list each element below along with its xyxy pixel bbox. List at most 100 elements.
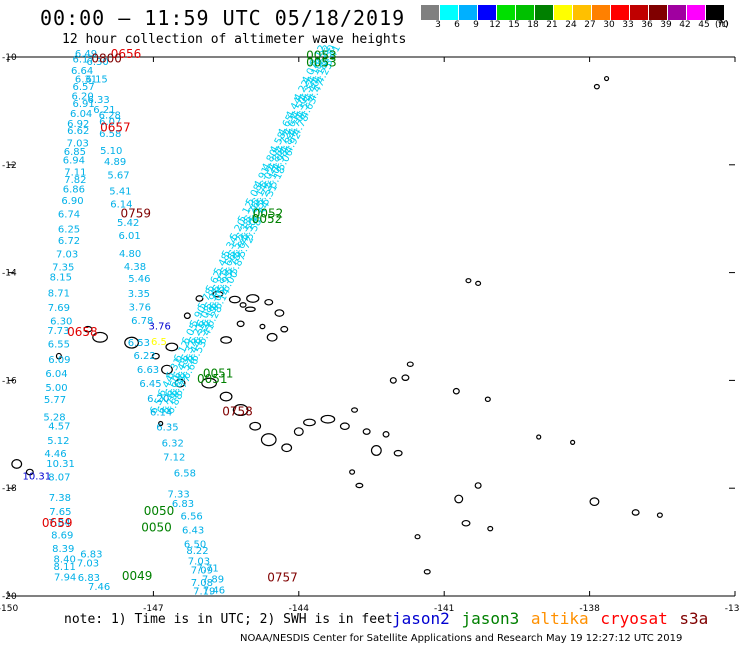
island-outline (183, 312, 191, 320)
swh-value-label: 7.82 (64, 175, 86, 186)
swh-value-label: 5.42 (117, 218, 139, 229)
swh-value-label: 6.09 (48, 355, 70, 366)
satellite-legend: jason2 jason3 altika cryosat s3a (392, 609, 708, 628)
island-outline (465, 278, 472, 284)
swh-value-label: 8.07 (48, 473, 70, 484)
island-outline (382, 431, 390, 438)
island-outline (151, 352, 160, 360)
x-tick-label: -135 (725, 604, 740, 614)
footer-note: note: 1) Time is in UTC; 2) SWH is in fe… (64, 612, 393, 627)
swh-value-label: 4.38 (124, 262, 146, 273)
swh-value-label: 5.77 (44, 395, 66, 406)
pass-time-label: 0800 (91, 51, 122, 65)
island-outline (406, 361, 414, 367)
swh-value-label: 6.50 (184, 539, 206, 550)
swh-value-label: 10.31 (46, 459, 75, 470)
y-tick-label: -16 (2, 376, 17, 386)
pass-time-label: 0052 (253, 207, 284, 221)
island-outline (487, 525, 494, 532)
swh-value-label: 6.14 (110, 199, 132, 210)
y-tick-label: -10 (2, 53, 17, 63)
swh-value-label: 6.28 (99, 110, 121, 121)
island-outline (475, 280, 482, 286)
swh-value-label: 8.15 (50, 273, 72, 284)
swh-value-label: 6.63 (137, 365, 159, 376)
pass-time-label: 0051 (197, 372, 228, 386)
island-outline (249, 421, 262, 431)
swh-value-label: 4.46 (44, 449, 66, 460)
legend-label: 3 (435, 20, 441, 30)
swh-value-label: 7.94 (54, 572, 76, 583)
x-tick-label: -138 (579, 604, 600, 614)
legend-swatch (668, 5, 687, 20)
swh-value-label: 6.30 (87, 57, 109, 68)
legend-swatch (573, 5, 592, 20)
island-outline (631, 509, 640, 516)
island-outline (393, 449, 403, 457)
pass-time-label: 0658 (67, 325, 98, 339)
swh-value-label: 7.46 (203, 585, 225, 596)
swh-value-label: 8.71 (48, 288, 70, 299)
x-tick-label: -147 (143, 604, 163, 614)
island-outline (570, 439, 576, 445)
swh-value-label: 6.01 (119, 231, 141, 242)
swh-value-label: 7.71 (197, 564, 219, 575)
swh-value-label: 6.43 (182, 525, 204, 536)
swh-value-label: 6.58 (99, 129, 121, 140)
swh-value-label: 6.83 (172, 499, 194, 510)
island-outline (461, 519, 471, 527)
swh-value-label: 6.33 (87, 95, 109, 106)
legend-label: 36 (641, 20, 653, 30)
island-outline (55, 352, 62, 360)
swh-value-label: 8.39 (52, 544, 74, 555)
sat-jason3: jason3 (461, 609, 520, 628)
swh-value-label: 6.57 (72, 82, 94, 93)
swh-value-label: 6.62 (67, 126, 89, 137)
swh-value-label: 6.53 (128, 338, 150, 349)
legend-swatch (649, 5, 668, 20)
pass-time-label: 0050 (141, 520, 172, 534)
swh-value-label: 6.86 (63, 184, 85, 195)
legend-label: 27 (584, 20, 596, 30)
island-outline (656, 512, 663, 518)
swh-value-label: 7.08 (191, 578, 213, 589)
swh-value-label: 6.91 (72, 99, 94, 110)
island-outline (281, 443, 293, 453)
legend-label: 45 (698, 20, 710, 30)
swh-highlight-label: 6.5 (151, 337, 167, 348)
island-outline (259, 323, 266, 330)
island-outline (124, 336, 139, 349)
legend-swatch (630, 5, 649, 20)
y-tick-label: -12 (2, 161, 17, 171)
legend-swatch (611, 5, 630, 20)
island-outline (25, 468, 34, 476)
swh-value-label: 7.03 (77, 558, 99, 569)
swh-value-label: 6.55 (48, 340, 70, 351)
legend-swatch (592, 5, 611, 20)
swh-value-label: 6.74 (58, 210, 80, 221)
island-outline (389, 377, 397, 384)
island-outline (212, 290, 224, 298)
island-outline (423, 568, 431, 575)
swh-value-label: 6.22 (134, 351, 156, 362)
island-outline (401, 374, 410, 381)
swh-value-label: 7.35 (52, 262, 74, 273)
swh-value-label: 7.09 (191, 565, 213, 576)
pass-time-label: 0052 (252, 212, 283, 226)
swh-value-label: 4.89 (104, 157, 126, 168)
swh-value-label: 6.92 (67, 119, 89, 130)
pass-time-label: 0050 (144, 504, 175, 518)
swh-value-label: 6.15 (86, 74, 108, 85)
swh-value-label: 6.58 (174, 468, 196, 479)
pass-time-label: 0759 (120, 207, 151, 221)
color-legend (421, 5, 725, 20)
island-outline (266, 332, 278, 342)
island-outline (232, 404, 249, 417)
y-tick-label: -20 (2, 592, 17, 602)
pass-time-label: 0757 (267, 570, 298, 584)
swh-value-label: 8.22 (186, 546, 208, 557)
legend-label: 33 (622, 20, 634, 30)
legend-label: 30 (603, 20, 615, 30)
x-tick-label: -141 (434, 604, 454, 614)
swh-value-label: 4.80 (119, 249, 141, 260)
